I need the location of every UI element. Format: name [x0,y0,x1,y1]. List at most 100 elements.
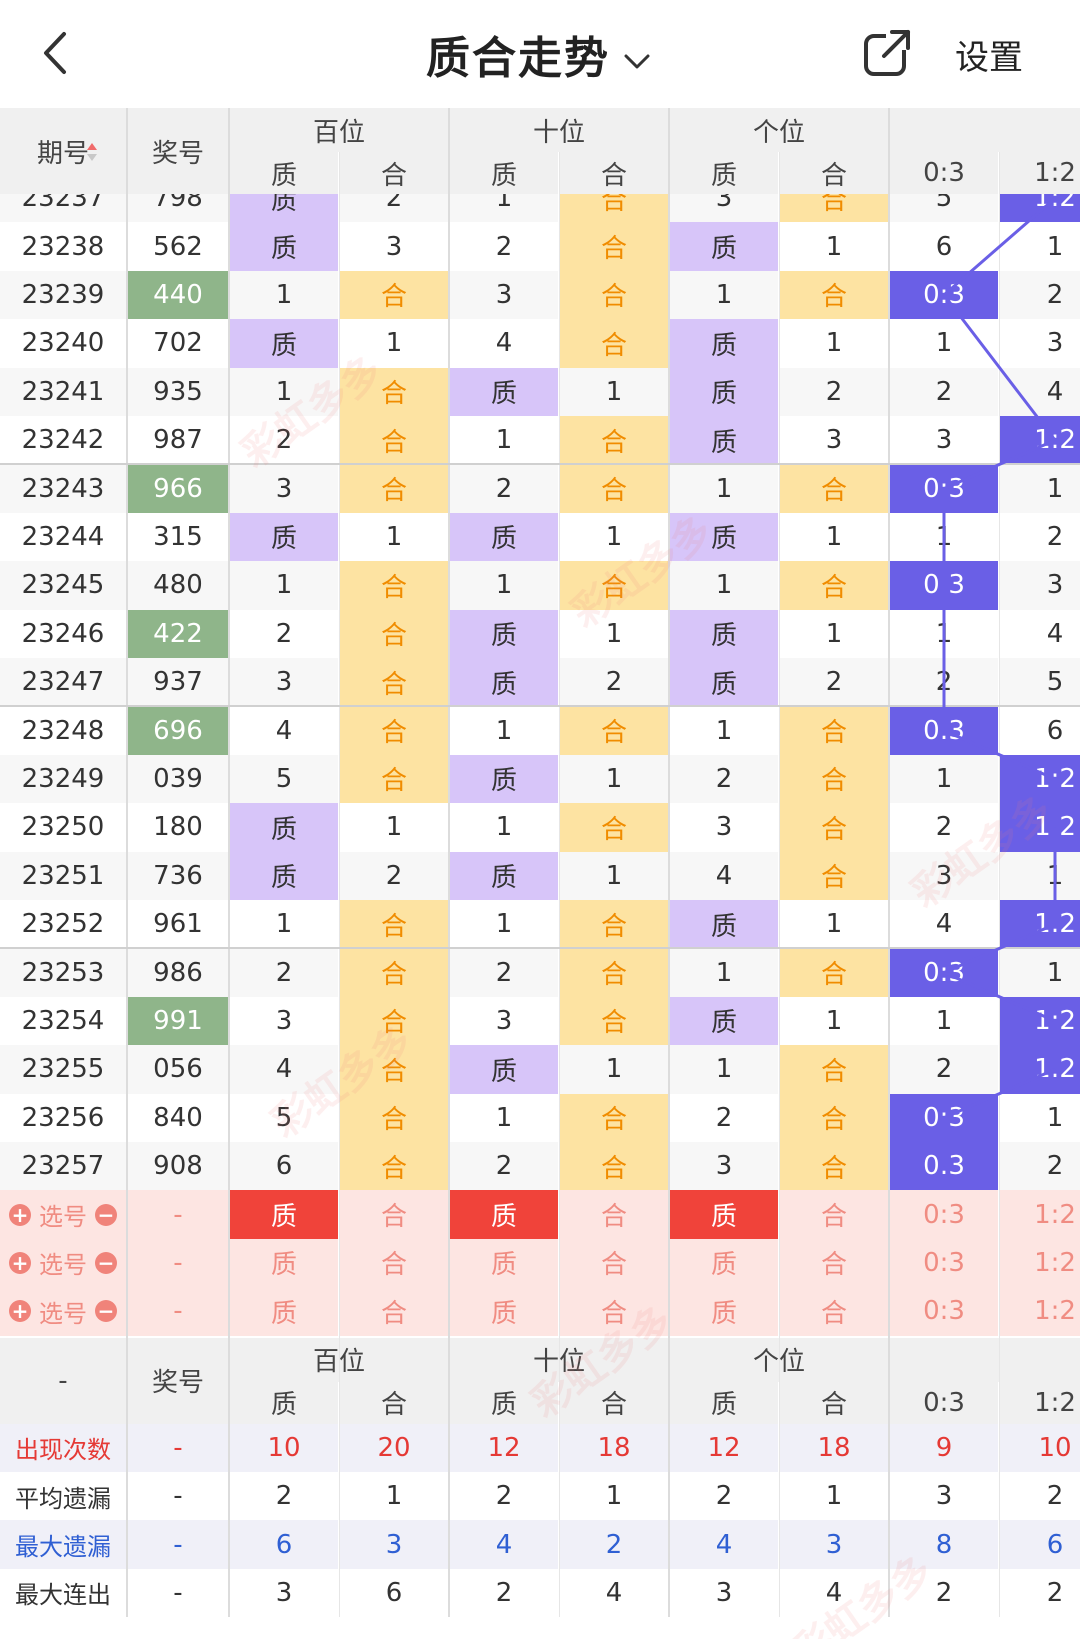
stat-value: 1 [340,1472,448,1521]
stat-value: 2 [230,1472,338,1521]
number-header: 奖号 [128,108,228,194]
trend-cell: 合 [560,803,668,852]
pick-option[interactable]: 合 [340,1238,448,1288]
page-title-text: 质合走势 [426,33,610,84]
trend-cell: 1 [1000,464,1080,513]
pick-option[interactable]: 0:3 [890,1190,998,1239]
trend-cell: 2 [1000,1142,1080,1191]
pick-option[interactable]: 合 [780,1287,888,1336]
subcolumn-divider [339,152,340,1618]
footer-group-header: 个位 [670,1337,888,1382]
group-header: 十位 [450,108,668,152]
pick-option[interactable]: 合 [340,1190,448,1239]
remove-pick-icon[interactable]: − [95,1251,117,1274]
trend-cell: 合 [340,416,448,465]
pick-option[interactable]: 质 [670,1287,778,1336]
footer-group-header: 比 [890,1337,1080,1382]
number-cell: 702 [128,319,228,368]
trend-cell: 质 [670,416,778,465]
pick-option[interactable]: 合 [560,1238,668,1288]
pick-option[interactable]: 质 [230,1238,338,1288]
pick-option[interactable]: 1:2 [1000,1287,1080,1336]
issue-cell: 23245 [0,561,126,610]
pick-row-label[interactable]: + 选号 − [0,1238,126,1288]
stat-number: - [128,1568,228,1618]
pick-row-label[interactable]: + 选号 − [0,1287,126,1336]
pick-option[interactable]: 质 [670,1190,778,1239]
pick-option[interactable]: 0:3 [890,1238,998,1288]
stat-value: 3 [890,1472,998,1521]
pick-option[interactable]: 合 [780,1190,888,1239]
add-pick-icon[interactable]: + [9,1251,31,1274]
issue-cell: 23249 [0,754,126,804]
row-group-divider [0,705,1080,708]
issue-header[interactable]: 期号 [0,108,126,194]
trend-cell: 合 [560,948,668,997]
trend-cell: 1 [340,319,448,368]
issue-cell: 23257 [0,1142,126,1191]
pick-option[interactable]: 合 [560,1287,668,1336]
trend-cell: 1 [450,416,558,465]
trend-cell: 1 [670,561,778,610]
trend-cell: 2 [450,222,558,271]
number-cell: 056 [128,1045,228,1094]
trend-cell: 6 [230,1142,338,1191]
trend-cell: 1 [230,900,338,949]
trend-cell: 0:3 [890,464,998,513]
trend-cell: 质 [670,222,778,271]
row-group-divider [0,463,1080,466]
pick-option[interactable]: 合 [340,1287,448,1336]
trend-cell: 合 [560,561,668,610]
pick-option[interactable]: 质 [230,1190,338,1239]
sort-icon[interactable] [86,141,98,163]
add-pick-icon[interactable]: + [9,1300,31,1323]
stat-value: 3 [670,1568,778,1618]
settings-button[interactable]: 设置 [955,38,1023,78]
pick-option[interactable]: 质 [450,1238,558,1288]
trend-cell: 合 [340,464,448,513]
trend-cell: 3 [230,658,338,707]
column-divider [228,108,230,1618]
stat-value: 3 [230,1568,338,1618]
trend-cell: 1 [560,609,668,658]
trend-cell: 0:3 [890,270,998,320]
pick-option[interactable]: 合 [560,1190,668,1239]
trend-cell: 质 [230,803,338,852]
page-title[interactable]: 质合走势 [0,22,1080,86]
issue-cell: 23246 [0,609,126,658]
number-cell: 422 [128,609,228,658]
pick-option[interactable]: 质 [670,1238,778,1288]
trend-cell: 1 [1000,1093,1080,1142]
trend-cell: 合 [560,270,668,320]
pick-option[interactable]: 质 [450,1287,558,1336]
remove-pick-icon[interactable]: − [95,1203,117,1226]
group-header: 比 [890,108,1080,152]
number-cell: 840 [128,1093,228,1142]
pick-row-label[interactable]: + 选号 − [0,1190,126,1239]
pick-option[interactable]: 1:2 [1000,1190,1080,1239]
stat-value: 6 [340,1568,448,1618]
issue-cell: 23238 [0,222,126,271]
remove-pick-icon[interactable]: − [95,1300,117,1323]
add-pick-icon[interactable]: + [9,1203,31,1226]
pick-option[interactable]: 合 [780,1238,888,1288]
footer-sub-header: 质 [670,1381,778,1424]
pick-option[interactable]: 质 [230,1287,338,1336]
pick-option[interactable]: 0:3 [890,1287,998,1336]
trend-cell: 1 [450,900,558,949]
trend-cell: 合 [780,803,888,852]
pick-option[interactable]: 质 [450,1190,558,1239]
back-button[interactable] [36,28,76,78]
issue-cell: 23247 [0,658,126,707]
trend-cell: 合 [340,658,448,707]
footer-sub-header: 合 [340,1381,448,1424]
trend-cell: 1 [890,512,998,562]
pick-option[interactable]: 1:2 [1000,1238,1080,1288]
trend-cell: 质 [670,609,778,658]
trend-cell: 3 [780,416,888,465]
trend-cell: 2 [890,803,998,852]
trend-cell: 合 [780,754,888,804]
share-button[interactable] [862,26,914,78]
trend-cell: 合 [340,367,448,416]
trend-cell: 1 [560,367,668,416]
